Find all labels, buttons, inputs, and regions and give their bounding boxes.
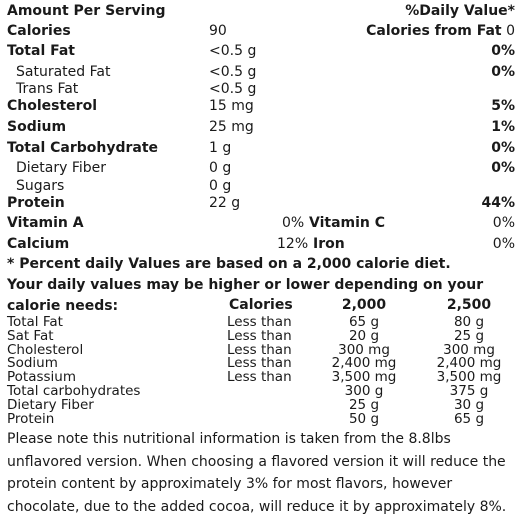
nutrient-row: Saturated Fat <0.5 g 0% xyxy=(7,62,515,82)
vitamin-percent: 12% xyxy=(277,236,309,252)
vitamin-label: Iron xyxy=(313,236,345,252)
nutrient-value: 0 g xyxy=(209,178,232,194)
nutrient-row: Protein 22 g 44% xyxy=(7,193,515,213)
table-row: Sat Fat Less than 20 g 25 g xyxy=(7,327,507,344)
nutrient-label: Dietary Fiber xyxy=(16,160,107,176)
nutrient-percent: 44% xyxy=(481,195,515,211)
table-cell-2000: 65 g xyxy=(348,314,380,330)
nutrient-value: <0.5 g xyxy=(209,43,257,59)
vitamin-label: Calcium xyxy=(7,236,70,252)
table-cell-2000: 300 mg xyxy=(338,341,390,358)
table-cell-name: Total carbohydrates xyxy=(7,382,141,399)
table-cell-name: Dietary Fiber xyxy=(7,396,94,413)
table-cell-2000: 50 g xyxy=(348,410,380,427)
table-row: Dietary Fiber 25 g 30 g xyxy=(7,396,507,413)
nutrient-row: Total Fat <0.5 g 0% xyxy=(7,41,515,61)
vitamin-row: Calcium 12% Iron 0% xyxy=(7,234,515,254)
nutrient-percent: 0% xyxy=(491,43,515,59)
nutrient-value: 22 g xyxy=(209,195,241,211)
table-row: Cholesterol Less than 300 mg 300 mg xyxy=(7,341,507,358)
2500-column-header: 2,500 xyxy=(446,297,492,313)
calories-value: 90 xyxy=(209,23,227,39)
table-cell-name: Cholesterol xyxy=(7,341,84,358)
table-cell-2500: 375 g xyxy=(449,382,489,399)
table-cell-2500: 65 g xyxy=(453,410,485,427)
table-cell-name: Total Fat xyxy=(7,314,63,330)
daily-value-footnote: * Percent daily Values are based on a 2,… xyxy=(7,256,484,314)
nutrient-label: Total Fat xyxy=(7,43,76,59)
table-cell-2500: 3,500 mg xyxy=(436,369,502,386)
nutrient-row: Dietary Fiber 0 g 0% xyxy=(7,158,515,178)
reference-table: Total Fat Less than 65 g 80 g Sat Fat Le… xyxy=(7,314,507,427)
table-cell-2500: 2,400 mg xyxy=(436,355,502,372)
amount-per-serving-label: Amount Per Serving xyxy=(7,3,166,19)
vitamin-label: Vitamin C xyxy=(309,215,386,231)
table-cell-condition: Less than xyxy=(227,341,292,358)
nutrient-label: Saturated Fat xyxy=(16,64,111,80)
nutrient-value: <0.5 g xyxy=(209,81,257,97)
calories-from-fat: Calories from Fat 0 xyxy=(366,21,515,41)
vitamin-percent: 0% xyxy=(492,236,515,252)
table-cell-name: Sodium xyxy=(7,355,58,372)
table-row: Total Fat Less than 65 g 80 g xyxy=(7,314,507,330)
nutrient-label: Sugars xyxy=(16,178,65,194)
nutrient-row: Sodium 25 mg 1% xyxy=(7,117,515,137)
table-cell-name: Protein xyxy=(7,410,55,427)
2000-column-header: 2,000 xyxy=(341,297,387,313)
calories-from-fat-label: Calories from Fat xyxy=(366,23,502,39)
vitamin-percent: 0% xyxy=(492,215,515,231)
table-cell-name: Potassium xyxy=(7,369,77,386)
table-row: Sodium Less than 2,400 mg 2,400 mg xyxy=(7,357,507,371)
vitamin-percent: 0% xyxy=(282,215,305,231)
table-cell-2500: 300 mg xyxy=(443,341,495,358)
table-cell-condition: Less than xyxy=(227,314,292,330)
table-cell-2000: 300 g xyxy=(344,382,384,399)
vitamin-row: Vitamin A 0% Vitamin C 0% xyxy=(7,213,515,233)
nutrient-label: Trans Fat xyxy=(16,81,79,97)
nutrient-label: Protein xyxy=(7,195,65,211)
table-row: Potassium Less than 3,500 mg 3,500 mg xyxy=(7,369,507,386)
nutrient-row: Cholesterol 15 mg 5% xyxy=(7,96,515,116)
header-row: Amount Per Serving %Daily Value* xyxy=(7,1,515,21)
table-cell-2000: 3,500 mg xyxy=(331,369,397,386)
table-cell-name: Sat Fat xyxy=(7,327,54,344)
calories-label: Calories xyxy=(7,23,71,39)
vitamin-label: Vitamin A xyxy=(7,215,84,231)
nutrient-value: 0 g xyxy=(209,160,232,176)
calories-from-fat-value: 0 xyxy=(506,23,515,39)
nutrient-row: Trans Fat <0.5 g xyxy=(7,79,515,99)
table-cell-condition: Less than xyxy=(227,355,292,372)
nutrient-label: Total Carbohydrate xyxy=(7,140,159,156)
nutrient-label: Sodium xyxy=(7,119,67,135)
nutrient-value: <0.5 g xyxy=(209,64,257,80)
table-cell-2000: 2,400 mg xyxy=(331,355,397,372)
table-row: Protein 50 g 65 g xyxy=(7,410,507,427)
table-cell-2500: 80 g xyxy=(453,314,485,330)
nutrient-percent: 5% xyxy=(491,98,515,114)
nutrient-percent: 0% xyxy=(491,160,515,176)
daily-value-header: %Daily Value* xyxy=(405,3,515,19)
calories-column-header: Calories xyxy=(229,297,293,313)
table-cell-condition: Less than xyxy=(227,327,292,344)
flavor-disclaimer: Please note this nutritional information… xyxy=(7,431,507,515)
nutrient-percent: 1% xyxy=(491,119,515,135)
table-row: Total carbohydrates 300 g 375 g xyxy=(7,382,507,399)
table-cell-2500: 30 g xyxy=(453,396,485,413)
nutrient-percent: 0% xyxy=(491,64,515,80)
nutrient-value: 15 mg xyxy=(209,98,254,114)
table-cell-2500: 25 g xyxy=(453,327,485,344)
nutrient-value: 1 g xyxy=(209,140,232,156)
nutrient-row: Total Carbohydrate 1 g 0% xyxy=(7,138,515,158)
reference-table-header: Calories 2,000 2,500 xyxy=(7,297,507,315)
nutrient-value: 25 mg xyxy=(209,119,254,135)
table-cell-2000: 20 g xyxy=(348,327,380,344)
calories-row: Calories 90 Calories from Fat 0 xyxy=(7,21,515,41)
nutrient-row: Sugars 0 g xyxy=(7,176,515,196)
table-cell-2000: 25 g xyxy=(348,396,380,413)
table-cell-condition: Less than xyxy=(227,369,292,386)
nutrient-percent: 0% xyxy=(491,140,515,156)
nutrient-label: Cholesterol xyxy=(7,98,97,114)
